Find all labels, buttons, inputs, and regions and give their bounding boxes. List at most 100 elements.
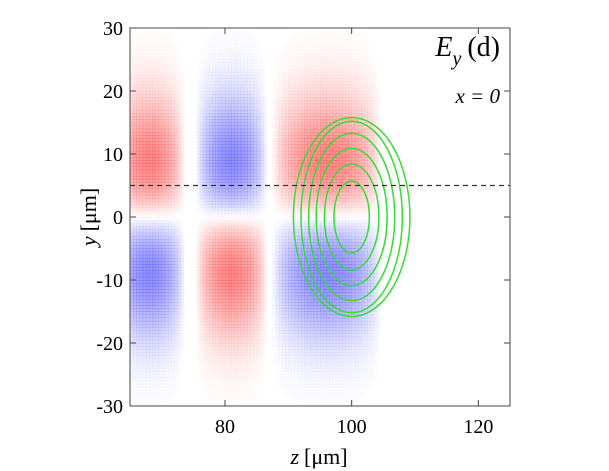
heatmap-cell (256, 191, 261, 196)
heatmap-cell (155, 78, 159, 82)
heatmap-cell (202, 141, 207, 145)
heatmap-cell (257, 56, 261, 60)
heatmap-cell (145, 198, 150, 202)
heatmap-cell (177, 172, 182, 177)
heatmap-cell (279, 356, 283, 360)
heatmap-cell (237, 270, 242, 275)
heatmap-cell (247, 387, 251, 391)
heatmap-cell (221, 188, 226, 193)
heatmap-cell (130, 245, 134, 249)
heatmap-cell (221, 220, 226, 224)
heatmap-cell (263, 314, 267, 319)
heatmap-cell (234, 324, 239, 328)
heatmap-cell (164, 308, 169, 312)
heatmap-cell (155, 339, 159, 344)
heatmap-cell (202, 182, 207, 186)
heatmap-cell (228, 365, 232, 369)
heatmap-cell (171, 365, 175, 369)
heatmap-cell (142, 78, 147, 82)
heatmap-cell (177, 352, 182, 356)
heatmap-cell (180, 311, 185, 316)
heatmap-cell (253, 182, 258, 186)
heatmap-cell (221, 283, 226, 287)
heatmap-cell (174, 201, 178, 205)
heatmap-cell (278, 226, 283, 230)
heatmap-cell (216, 387, 220, 391)
heatmap-cell (254, 60, 258, 64)
heatmap-cell (133, 188, 137, 193)
heatmap-cell (237, 128, 242, 133)
heatmap-cell (149, 31, 153, 35)
heatmap-cell (273, 359, 277, 363)
heatmap-cell (202, 135, 207, 139)
heatmap-cell (146, 37, 150, 41)
heatmap-cell (263, 337, 267, 341)
heatmap-cell (155, 144, 159, 149)
heatmap-cell (164, 264, 169, 268)
heatmap-cell (215, 59, 220, 64)
heatmap-cell (158, 201, 163, 205)
heatmap-cell (158, 320, 163, 325)
heatmap-cell (276, 82, 280, 86)
heatmap-cell (168, 346, 172, 350)
heatmap-cell (259, 138, 264, 142)
heatmap-cell (231, 330, 235, 334)
heatmap-cell (209, 44, 213, 48)
heatmap-cell (136, 185, 140, 190)
heatmap-cell (161, 264, 166, 268)
heatmap-cell (130, 267, 134, 271)
heatmap-cell (171, 223, 175, 227)
heatmap-cell (136, 204, 140, 208)
heatmap-cell (231, 176, 235, 180)
heatmap-cell (130, 179, 134, 183)
heatmap-cell (136, 365, 140, 369)
heatmap-cell (285, 191, 289, 196)
heatmap-cell (206, 103, 210, 108)
heatmap-cell (164, 327, 169, 331)
heatmap-cell (228, 308, 232, 312)
heatmap-cell (145, 314, 150, 319)
heatmap-cell (218, 261, 223, 265)
heatmap-cell (221, 280, 226, 284)
heatmap-cell (149, 198, 153, 202)
heatmap-cell (282, 147, 286, 152)
heatmap-cell (174, 333, 178, 338)
heatmap-cell (162, 37, 166, 41)
heatmap-cell (256, 166, 261, 171)
heatmap-cell (250, 182, 254, 186)
heatmap-cell (155, 229, 159, 234)
heatmap-cell (272, 292, 277, 297)
heatmap-cell (273, 349, 277, 353)
heatmap-cell (240, 163, 245, 167)
heatmap-cell (171, 280, 175, 284)
heatmap-cell (285, 390, 289, 394)
heatmap-cell (263, 150, 267, 155)
heatmap-cell (181, 337, 185, 341)
heatmap-cell (152, 182, 156, 186)
heatmap-cell (161, 100, 166, 104)
heatmap-cell (133, 393, 137, 397)
heatmap-cell (218, 65, 223, 70)
heatmap-cell (282, 41, 286, 45)
heatmap-cell (200, 47, 204, 51)
heatmap-cell (209, 150, 213, 155)
heatmap-cell (177, 261, 182, 265)
heatmap-cell (221, 298, 226, 303)
heatmap-cell (282, 138, 286, 142)
heatmap-cell (149, 361, 153, 366)
heatmap-cell (152, 34, 156, 38)
heatmap-cell (225, 72, 229, 76)
heatmap-cell (161, 166, 166, 171)
heatmap-cell (247, 163, 251, 167)
heatmap-cell (234, 239, 239, 243)
heatmap-cell (253, 84, 258, 89)
heatmap-cell (203, 390, 207, 394)
heatmap-cell (240, 368, 245, 372)
heatmap-cell (215, 235, 220, 240)
heatmap-cell (282, 113, 286, 117)
heatmap-cell (145, 204, 150, 208)
heatmap-cell (152, 204, 156, 208)
heatmap-cell (152, 251, 156, 256)
heatmap-cell (136, 330, 140, 334)
heatmap-cell (177, 185, 182, 190)
